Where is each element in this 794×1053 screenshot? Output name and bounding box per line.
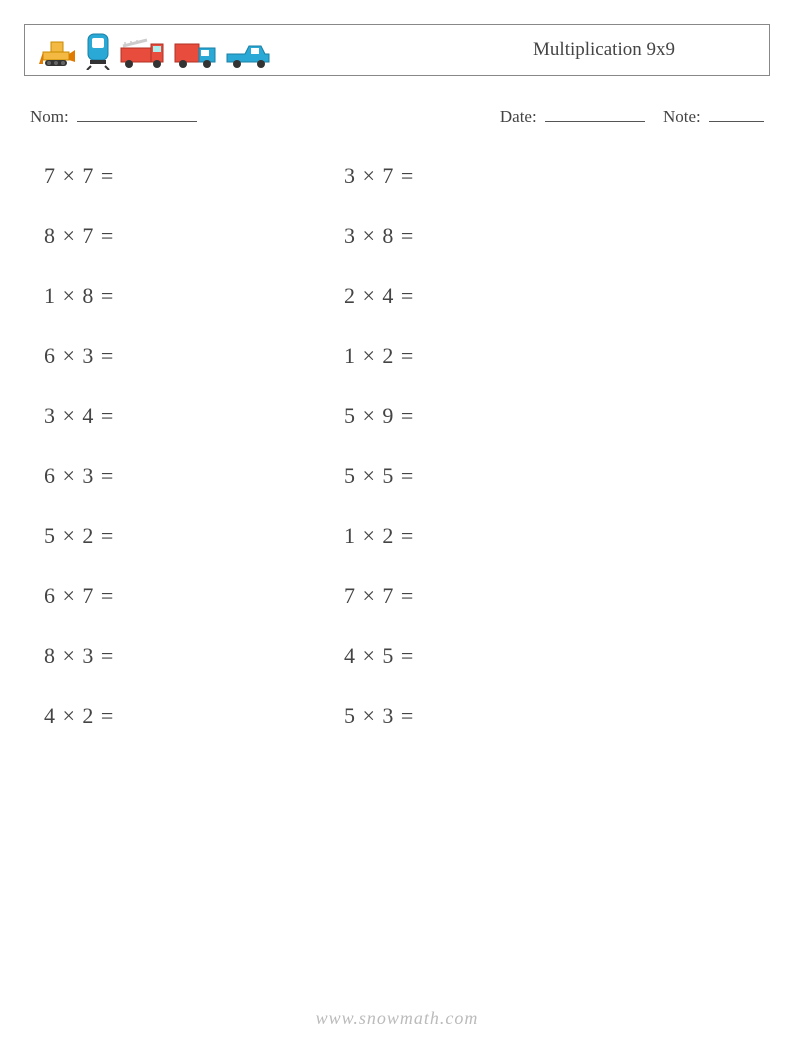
problem: 3 × 4 =	[44, 403, 344, 429]
problem: 6 × 3 =	[44, 463, 344, 489]
problem: 8 × 3 =	[44, 643, 344, 669]
pickup-icon	[225, 40, 271, 70]
bulldozer-icon	[37, 36, 77, 70]
problem: 4 × 2 =	[44, 703, 344, 729]
note-blank[interactable]	[709, 104, 764, 122]
info-row: Nom: Date: Note:	[30, 104, 764, 127]
problem: 2 × 4 =	[344, 283, 644, 309]
name-field: Nom:	[30, 104, 500, 127]
problems-column-1: 7 × 7 = 8 × 7 = 1 × 8 = 6 × 3 = 3 × 4 = 6 × 3…	[44, 163, 344, 763]
note-field: Note:	[663, 104, 764, 127]
problems-column-2: 3 × 7 = 3 × 8 = 2 × 4 = 1 × 2 = 5 × 9 = 5 × 5…	[344, 163, 644, 763]
date-blank[interactable]	[545, 104, 645, 122]
footer-watermark: www.snowmath.com	[0, 1008, 794, 1029]
problem: 4 × 5 =	[344, 643, 644, 669]
problem: 1 × 2 =	[344, 343, 644, 369]
problem: 5 × 9 =	[344, 403, 644, 429]
problem: 1 × 2 =	[344, 523, 644, 549]
problem: 5 × 3 =	[344, 703, 644, 729]
problem: 7 × 7 =	[44, 163, 344, 189]
problem: 6 × 3 =	[44, 343, 344, 369]
problem: 5 × 2 =	[44, 523, 344, 549]
problem: 3 × 8 =	[344, 223, 644, 249]
date-label: Date:	[500, 107, 537, 126]
name-label: Nom:	[30, 107, 69, 126]
problems-grid: 7 × 7 = 8 × 7 = 1 × 8 = 6 × 3 = 3 × 4 = 6 × 3…	[44, 163, 770, 763]
problem: 6 × 7 =	[44, 583, 344, 609]
date-field: Date:	[500, 104, 645, 127]
problem: 3 × 7 =	[344, 163, 644, 189]
problem: 7 × 7 =	[344, 583, 644, 609]
truck-icon	[173, 38, 219, 70]
header-box: Multiplication 9x9	[24, 24, 770, 76]
firetruck-icon	[119, 36, 167, 70]
problem: 5 × 5 =	[344, 463, 644, 489]
worksheet-title: Multiplication 9x9	[271, 39, 757, 61]
problem: 8 × 7 =	[44, 223, 344, 249]
worksheet-page: Multiplication 9x9 Nom: Date: Note: 7 × …	[0, 0, 794, 1053]
problem: 1 × 8 =	[44, 283, 344, 309]
name-blank[interactable]	[77, 104, 197, 122]
note-label: Note:	[663, 107, 701, 126]
train-icon	[83, 30, 113, 70]
header-icons	[37, 30, 271, 70]
